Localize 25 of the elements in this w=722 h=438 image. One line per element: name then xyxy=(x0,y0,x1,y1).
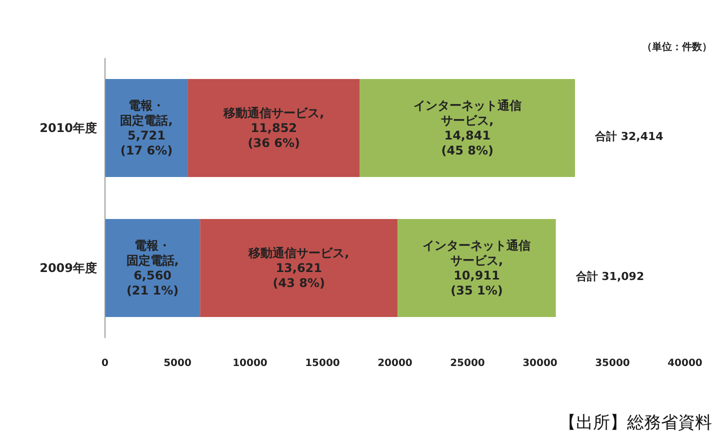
x-tick-label: 20000 xyxy=(378,358,412,369)
x-tick-label: 30000 xyxy=(522,358,558,369)
bar xyxy=(188,79,360,177)
data-label: 電報・固定電話, 5,721 (17 6%) xyxy=(120,98,173,158)
data-label: 電報・固定電話, 6,560 (21 1%) xyxy=(126,238,179,298)
bar xyxy=(398,219,556,317)
bar xyxy=(200,219,398,317)
bar xyxy=(360,79,576,177)
y-tick-label: 2009年度 xyxy=(40,261,97,275)
x-tick-label: 15000 xyxy=(305,358,340,369)
x-tick-label: 25000 xyxy=(450,358,485,369)
data-label: 移動通信サービス, 13,621 (43 8%) xyxy=(248,246,350,290)
total-label: 合計 31,092 xyxy=(574,270,644,283)
x-tick-label: 40000 xyxy=(668,358,702,369)
text: 【出所】総務省資料 xyxy=(559,413,712,433)
x-tick-label: 10000 xyxy=(232,358,268,369)
x-tick-label: 0 xyxy=(102,358,109,369)
x-tick-label: 5000 xyxy=(164,358,192,369)
total-label: 合計 32,414 xyxy=(594,130,664,143)
data-label: インターネット通信サービス, 14,841 (45 8%) xyxy=(413,98,522,158)
data-label: インターネット通信サービス, 10,911 (35 1%) xyxy=(422,238,531,298)
y-tick-label: 2010年度 xyxy=(40,121,97,135)
text: （単位：件数） xyxy=(642,41,712,53)
x-tick-label: 35000 xyxy=(595,358,630,369)
data-label: 移動通信サービス, 11,852 (36 6%) xyxy=(222,106,324,150)
